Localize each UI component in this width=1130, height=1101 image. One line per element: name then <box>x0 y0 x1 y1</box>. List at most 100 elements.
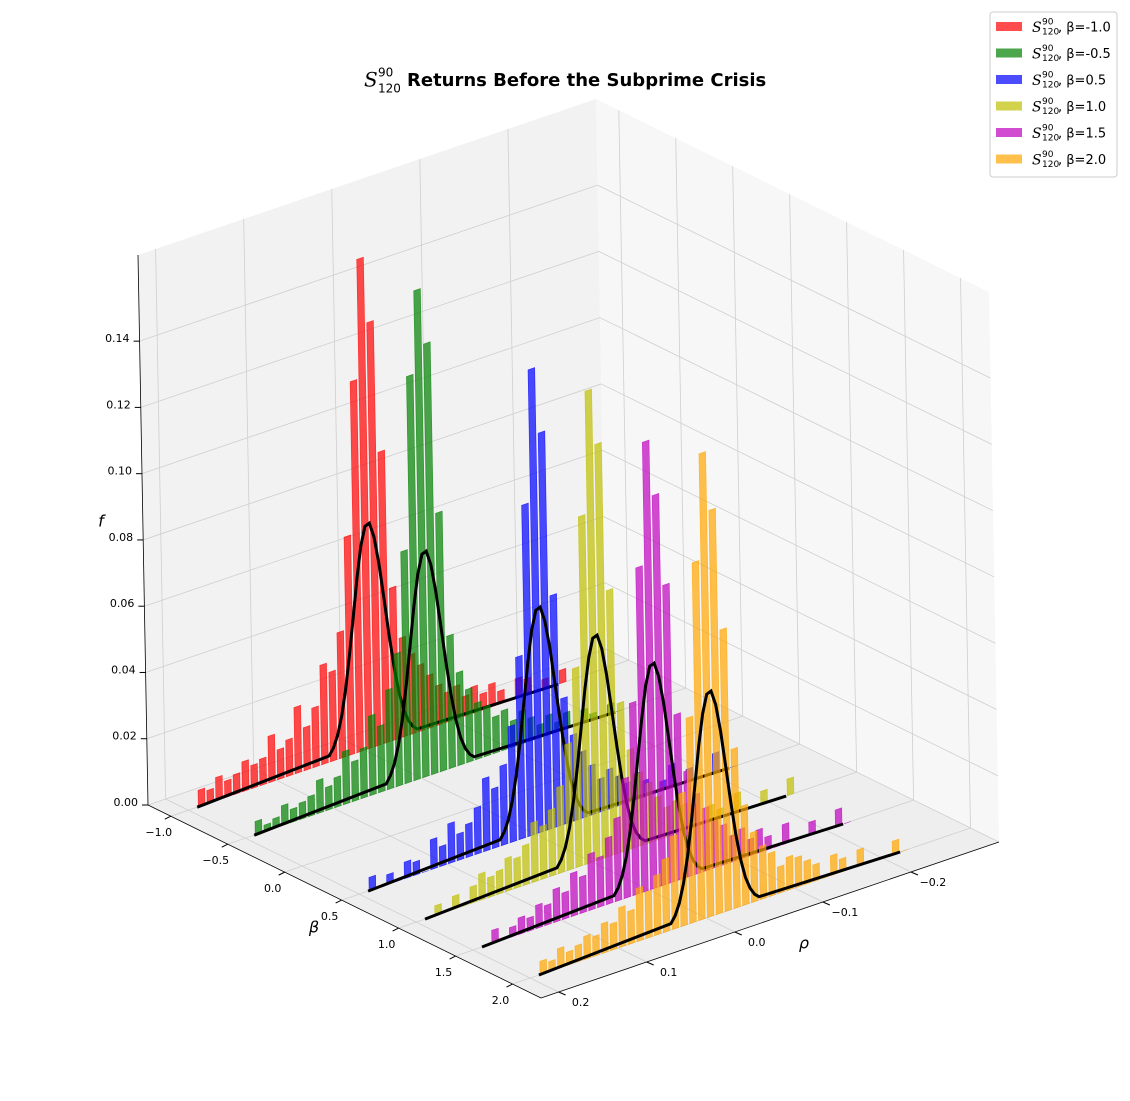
bar <box>627 908 636 946</box>
bar <box>698 451 715 919</box>
title-symbol: S <box>364 68 378 92</box>
bar <box>539 823 548 881</box>
x-tick-label: 0.1 <box>660 966 678 979</box>
title-sub: 120 <box>378 82 401 96</box>
x-tick <box>734 931 742 936</box>
bar <box>584 388 601 863</box>
grid-line <box>618 110 630 661</box>
title-sup: 90 <box>378 66 393 80</box>
y-tick <box>392 927 399 932</box>
bar <box>521 843 531 887</box>
y-tick <box>506 983 513 988</box>
legend-swatch <box>996 154 1022 164</box>
legend-symbol: S <box>1032 47 1042 63</box>
fit-curve <box>538 688 901 977</box>
bar <box>473 805 482 856</box>
z-tick-label: 0.10 <box>107 465 132 478</box>
legend-symbol: S <box>1032 20 1042 36</box>
legend-swatch <box>996 128 1022 137</box>
grid-line <box>419 158 431 710</box>
bar <box>552 886 561 924</box>
grid-line <box>846 222 858 773</box>
grid-line <box>789 194 801 745</box>
legend-swatch <box>996 101 1022 111</box>
bar <box>482 704 492 758</box>
bar <box>549 593 562 829</box>
marks <box>196 256 908 977</box>
bar <box>465 821 474 859</box>
bar <box>513 856 522 890</box>
grid-line <box>139 184 598 342</box>
legend-symbol: S <box>1032 100 1042 116</box>
bar <box>356 256 373 751</box>
bar <box>758 843 768 901</box>
bar <box>901 849 908 852</box>
bar <box>464 687 474 764</box>
y-tick-label: 1.5 <box>435 966 453 979</box>
bar <box>376 723 386 794</box>
bar <box>351 759 360 803</box>
bar <box>844 821 851 824</box>
axis-line <box>540 841 1000 999</box>
bar <box>423 341 439 776</box>
legend-sup: 90 <box>1042 71 1054 81</box>
bar <box>794 855 803 889</box>
bar <box>319 662 329 766</box>
bar <box>315 777 324 815</box>
bar <box>604 835 614 906</box>
legend-symbol: S <box>1032 126 1042 142</box>
bar <box>421 870 429 873</box>
legend-swatch <box>996 22 1022 31</box>
y-tick <box>221 843 228 848</box>
fit-curve <box>253 548 616 837</box>
legend-sup: 90 <box>1042 150 1054 160</box>
bar <box>461 904 469 907</box>
legend-sub: 120 <box>1042 134 1059 144</box>
bar <box>773 845 781 848</box>
bar <box>635 885 644 943</box>
bar <box>578 874 587 915</box>
legend-label: , β=0.5 <box>1058 74 1106 89</box>
bar <box>492 714 501 755</box>
legend-label: , β=1.0 <box>1058 100 1106 115</box>
bar <box>349 379 364 754</box>
bar <box>821 876 829 879</box>
grid-line <box>155 248 167 800</box>
y-tick <box>164 815 172 820</box>
y-tick-label: 1.0 <box>378 938 396 951</box>
grid-line <box>903 250 914 801</box>
bar <box>803 858 812 886</box>
bar <box>333 775 342 809</box>
grid-line <box>507 128 519 680</box>
legend-sup: 90 <box>1042 18 1054 28</box>
grid-line <box>602 449 996 644</box>
bar <box>829 853 838 877</box>
bar <box>406 373 421 782</box>
x-tick-label: 0.2 <box>572 996 590 1009</box>
bar <box>302 725 311 772</box>
legend-sup: 90 <box>1042 44 1054 54</box>
bar <box>400 549 412 785</box>
z-tick-label: 0.12 <box>106 398 131 411</box>
bar <box>749 830 759 904</box>
grid-line <box>604 582 998 777</box>
y-tick-label: −1.0 <box>145 826 172 839</box>
bar <box>276 747 285 781</box>
grid-line <box>597 184 991 379</box>
x-tick <box>822 901 831 906</box>
legend-sub: 120 <box>1042 107 1059 117</box>
legend-label: , β=-1.0 <box>1058 21 1111 36</box>
chart-title: Returns Before the Subprime Crisis <box>407 70 766 91</box>
legend-swatch <box>996 48 1022 58</box>
bar <box>596 855 605 909</box>
x-tick <box>910 871 919 876</box>
bar <box>447 821 456 865</box>
bar <box>600 921 609 955</box>
bar <box>537 430 553 832</box>
x-tick-label: −0.1 <box>831 906 858 919</box>
bar <box>311 705 320 769</box>
bar <box>267 733 276 784</box>
y-tick-label: 0.0 <box>264 882 282 895</box>
